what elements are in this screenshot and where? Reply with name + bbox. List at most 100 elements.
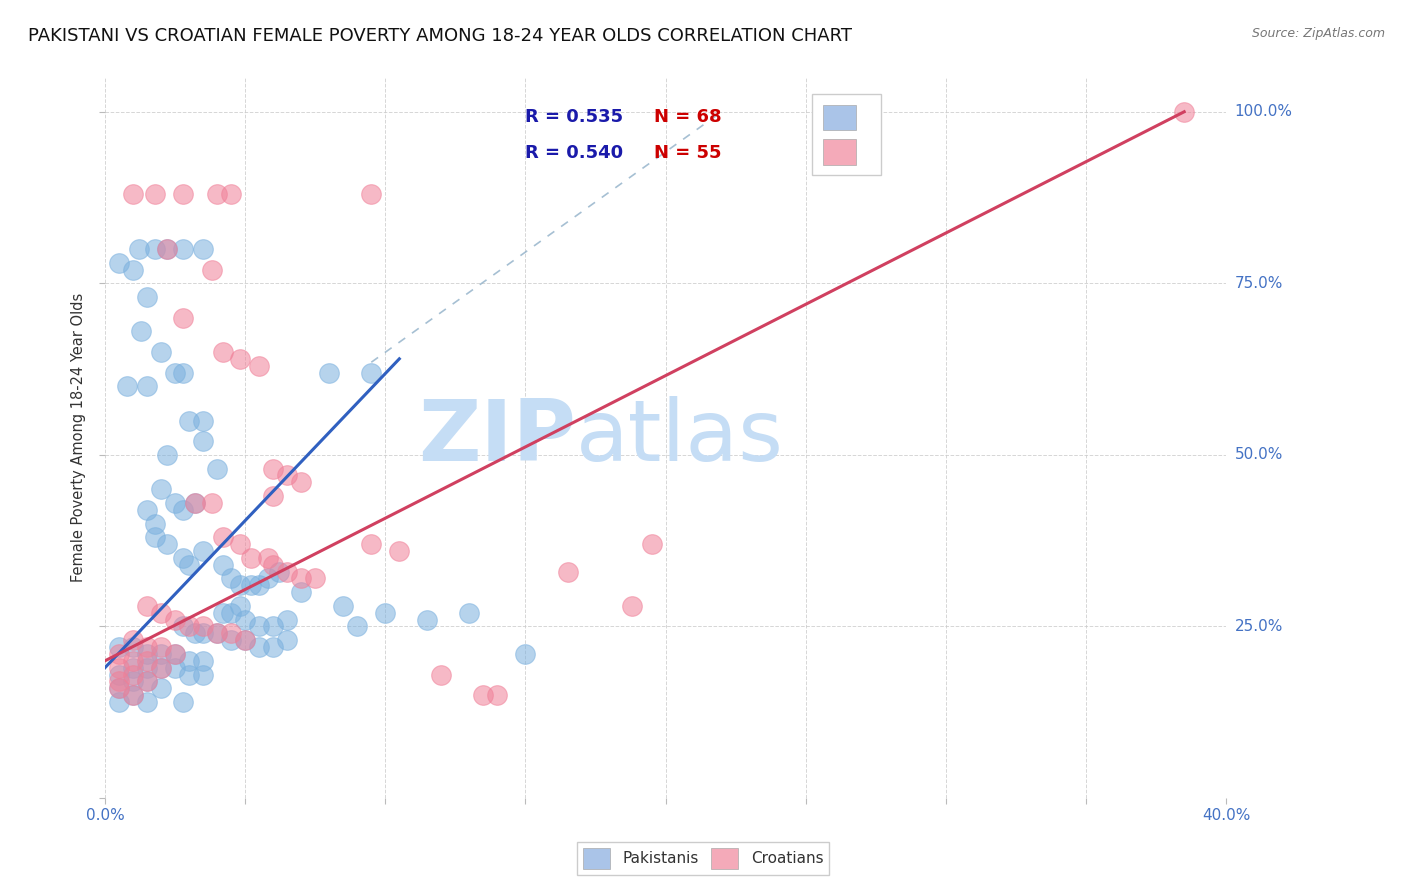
Point bbox=[290, 475, 312, 490]
Point bbox=[136, 674, 159, 689]
Point bbox=[262, 619, 284, 633]
Point bbox=[200, 262, 222, 277]
Point bbox=[131, 324, 153, 338]
Point bbox=[200, 496, 222, 510]
Point bbox=[247, 359, 270, 373]
Text: PAKISTANI VS CROATIAN FEMALE POVERTY AMONG 18-24 YEAR OLDS CORRELATION CHART: PAKISTANI VS CROATIAN FEMALE POVERTY AMO… bbox=[28, 27, 852, 45]
Point bbox=[256, 571, 278, 585]
Point bbox=[122, 661, 145, 675]
Point bbox=[172, 503, 194, 517]
Point bbox=[388, 544, 411, 558]
Point bbox=[165, 496, 187, 510]
Point bbox=[136, 379, 159, 393]
Point bbox=[211, 530, 233, 544]
Point bbox=[228, 351, 250, 366]
Point bbox=[191, 242, 214, 256]
Point bbox=[191, 544, 214, 558]
Point bbox=[233, 633, 256, 648]
Point bbox=[156, 448, 179, 462]
Point bbox=[219, 633, 242, 648]
Point bbox=[247, 619, 270, 633]
Point bbox=[276, 613, 298, 627]
Point bbox=[191, 414, 214, 428]
Point bbox=[247, 578, 270, 592]
Point bbox=[256, 550, 278, 565]
Point bbox=[122, 688, 145, 702]
Legend: Pakistanis, Croatians: Pakistanis, Croatians bbox=[576, 841, 830, 875]
Point bbox=[290, 585, 312, 599]
Text: 25.0%: 25.0% bbox=[1234, 619, 1282, 634]
Point bbox=[172, 366, 194, 380]
Point bbox=[219, 571, 242, 585]
Point bbox=[472, 688, 495, 702]
Point bbox=[416, 613, 439, 627]
Point bbox=[620, 599, 643, 613]
Point bbox=[183, 496, 205, 510]
Point bbox=[211, 606, 233, 620]
Point bbox=[117, 379, 139, 393]
Point bbox=[183, 496, 205, 510]
Point bbox=[557, 565, 579, 579]
Point bbox=[205, 626, 228, 640]
Point bbox=[262, 558, 284, 572]
Point bbox=[233, 633, 256, 648]
Point bbox=[239, 550, 262, 565]
Point bbox=[136, 695, 159, 709]
Point bbox=[145, 242, 167, 256]
Text: R = 0.535: R = 0.535 bbox=[526, 108, 624, 126]
Point bbox=[108, 640, 131, 654]
Point bbox=[219, 626, 242, 640]
Point bbox=[165, 647, 187, 661]
Point bbox=[191, 654, 214, 668]
Point bbox=[136, 640, 159, 654]
Point bbox=[150, 640, 173, 654]
Point bbox=[108, 661, 131, 675]
Point bbox=[128, 242, 150, 256]
Point bbox=[228, 599, 250, 613]
Point bbox=[332, 599, 354, 613]
Point bbox=[150, 647, 173, 661]
Point bbox=[276, 468, 298, 483]
Point bbox=[183, 626, 205, 640]
Point bbox=[239, 578, 262, 592]
Point bbox=[165, 647, 187, 661]
Point bbox=[136, 661, 159, 675]
Point bbox=[136, 654, 159, 668]
Point bbox=[346, 619, 368, 633]
Point bbox=[228, 578, 250, 592]
Point bbox=[108, 681, 131, 696]
Point bbox=[276, 633, 298, 648]
Point bbox=[122, 640, 145, 654]
Point bbox=[108, 667, 131, 681]
Point bbox=[156, 242, 179, 256]
Point bbox=[122, 187, 145, 202]
Point bbox=[122, 654, 145, 668]
Point bbox=[150, 661, 173, 675]
Point bbox=[172, 550, 194, 565]
Text: 50.0%: 50.0% bbox=[1234, 448, 1282, 462]
Point bbox=[165, 613, 187, 627]
Point bbox=[108, 256, 131, 270]
Point bbox=[150, 606, 173, 620]
Text: ZIP: ZIP bbox=[418, 396, 576, 479]
Point bbox=[177, 667, 200, 681]
Point bbox=[165, 661, 187, 675]
Point bbox=[191, 667, 214, 681]
Point bbox=[108, 647, 131, 661]
Point bbox=[262, 489, 284, 503]
Point bbox=[191, 434, 214, 449]
Point bbox=[122, 262, 145, 277]
Point bbox=[145, 516, 167, 531]
Point bbox=[136, 647, 159, 661]
Point bbox=[177, 619, 200, 633]
Point bbox=[515, 647, 537, 661]
Point bbox=[172, 695, 194, 709]
Point bbox=[233, 613, 256, 627]
Point bbox=[191, 619, 214, 633]
Point bbox=[360, 366, 382, 380]
Point bbox=[374, 606, 396, 620]
Point bbox=[211, 558, 233, 572]
Text: N = 55: N = 55 bbox=[654, 145, 721, 162]
Point bbox=[150, 345, 173, 359]
Point bbox=[191, 626, 214, 640]
